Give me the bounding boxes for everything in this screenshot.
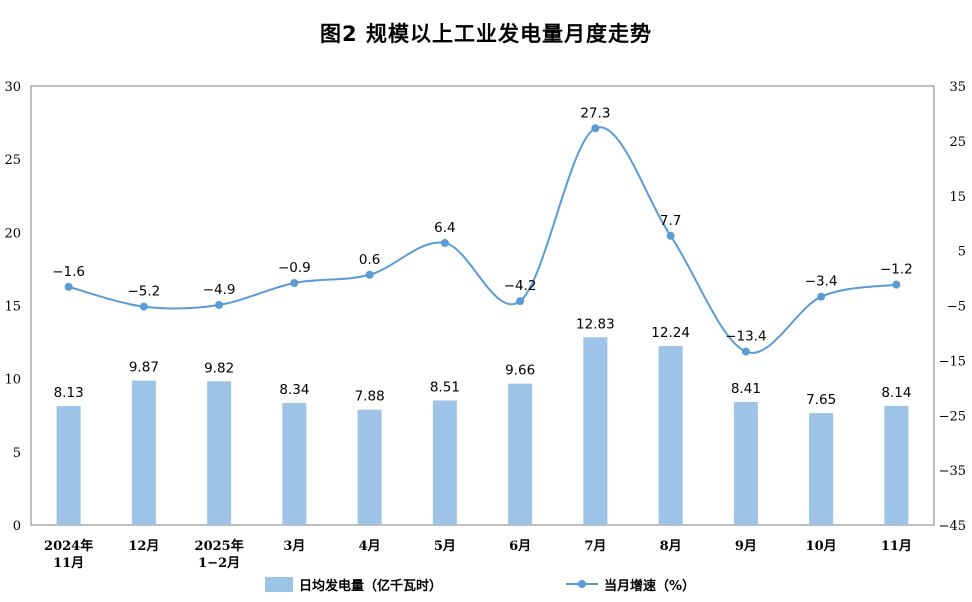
- bar: [282, 402, 307, 525]
- legend-line-label: 当月增速（%）: [604, 578, 695, 594]
- right-axis-tick: 25: [949, 135, 966, 150]
- left-axis-tick: 15: [4, 300, 21, 315]
- right-axis-tick: −15: [939, 354, 966, 369]
- bar-data-label: 8.41: [731, 381, 761, 397]
- category-label: 2025年 1−2月: [195, 538, 244, 571]
- bar-data-label: 8.13: [54, 385, 84, 401]
- bar: [809, 413, 834, 525]
- right-axis-tick: −45: [939, 519, 966, 534]
- category-label: 4月: [359, 539, 381, 554]
- left-axis-tick: 30: [4, 80, 21, 95]
- plot-frame: [30, 85, 935, 526]
- line-point: [139, 302, 148, 311]
- bar-data-label: 7.88: [355, 389, 385, 405]
- bar: [508, 383, 533, 525]
- line-point: [440, 238, 449, 247]
- bar-data-label: 9.87: [129, 360, 159, 376]
- category-label: 6月: [509, 539, 531, 554]
- right-axis-tick: −35: [939, 464, 966, 479]
- right-axis-tick: −25: [939, 409, 966, 424]
- line-point: [817, 292, 826, 301]
- right-axis-tick: −5: [947, 300, 966, 315]
- category-label: 12月: [128, 539, 159, 554]
- bar: [131, 380, 156, 525]
- line-point: [666, 231, 675, 240]
- category-label: 5月: [434, 539, 456, 554]
- line-data-label: −13.4: [725, 329, 766, 345]
- bar: [432, 400, 457, 525]
- category-label: 9月: [735, 539, 757, 554]
- bar: [733, 401, 758, 525]
- bar: [884, 405, 909, 525]
- bar: [56, 406, 81, 525]
- line-data-label: −4.2: [504, 278, 537, 294]
- category-label: 8月: [660, 539, 682, 554]
- left-axis-tick: 25: [4, 153, 21, 168]
- line-data-label: −1.2: [880, 262, 913, 278]
- legend-bar-swatch: [265, 577, 293, 592]
- bar-data-label: 9.66: [505, 363, 535, 379]
- line-point: [64, 282, 73, 291]
- line-data-label: 6.4: [434, 220, 455, 236]
- bar-data-label: 7.65: [806, 392, 836, 408]
- bar-data-label: 8.14: [881, 385, 911, 401]
- line-data-label: −0.9: [278, 260, 311, 276]
- line-data-label: 7.7: [660, 213, 681, 229]
- line-data-label: −4.9: [203, 282, 236, 298]
- left-axis-tick: 0: [13, 519, 21, 534]
- line-point: [892, 280, 901, 289]
- legend-bar-label: 日均发电量（亿千瓦时）: [299, 578, 442, 594]
- bar-data-label: 8.51: [430, 379, 460, 395]
- growth-line: [68, 126, 897, 354]
- line-point: [591, 124, 600, 133]
- line-data-label: −1.6: [52, 264, 85, 280]
- bar: [658, 345, 683, 525]
- bar-data-label: 9.82: [204, 360, 234, 376]
- bar: [207, 381, 232, 525]
- legend-line-marker: [578, 580, 586, 588]
- left-axis-tick: 10: [4, 373, 21, 388]
- bar-data-label: 12.83: [576, 316, 615, 332]
- right-axis-tick: 15: [949, 190, 966, 205]
- line-point: [290, 279, 299, 288]
- category-label: 10月: [806, 539, 837, 554]
- bar: [357, 409, 382, 525]
- line-data-label: 0.6: [359, 252, 380, 268]
- line-point: [741, 347, 750, 356]
- bar: [583, 337, 608, 525]
- chart-title: 图2 规模以上工业发电量月度走势: [320, 22, 652, 46]
- left-axis-tick: 20: [4, 226, 21, 241]
- line-point: [365, 270, 374, 279]
- bar-data-label: 8.34: [279, 382, 309, 398]
- line-data-label: −3.4: [805, 274, 838, 290]
- line-data-label: −5.2: [127, 284, 160, 300]
- left-axis-tick: 5: [13, 446, 21, 461]
- category-label: 11月: [881, 539, 912, 554]
- bar-data-label: 12.24: [651, 325, 690, 341]
- category-label: 3月: [283, 539, 305, 554]
- line-data-label: 27.3: [580, 105, 610, 121]
- right-axis-tick: 5: [958, 245, 966, 260]
- category-label: 7月: [584, 539, 606, 554]
- line-point: [215, 300, 224, 309]
- right-axis-tick: 35: [949, 80, 966, 95]
- category-label: 2024年 11月: [44, 538, 93, 571]
- line-point: [516, 297, 525, 306]
